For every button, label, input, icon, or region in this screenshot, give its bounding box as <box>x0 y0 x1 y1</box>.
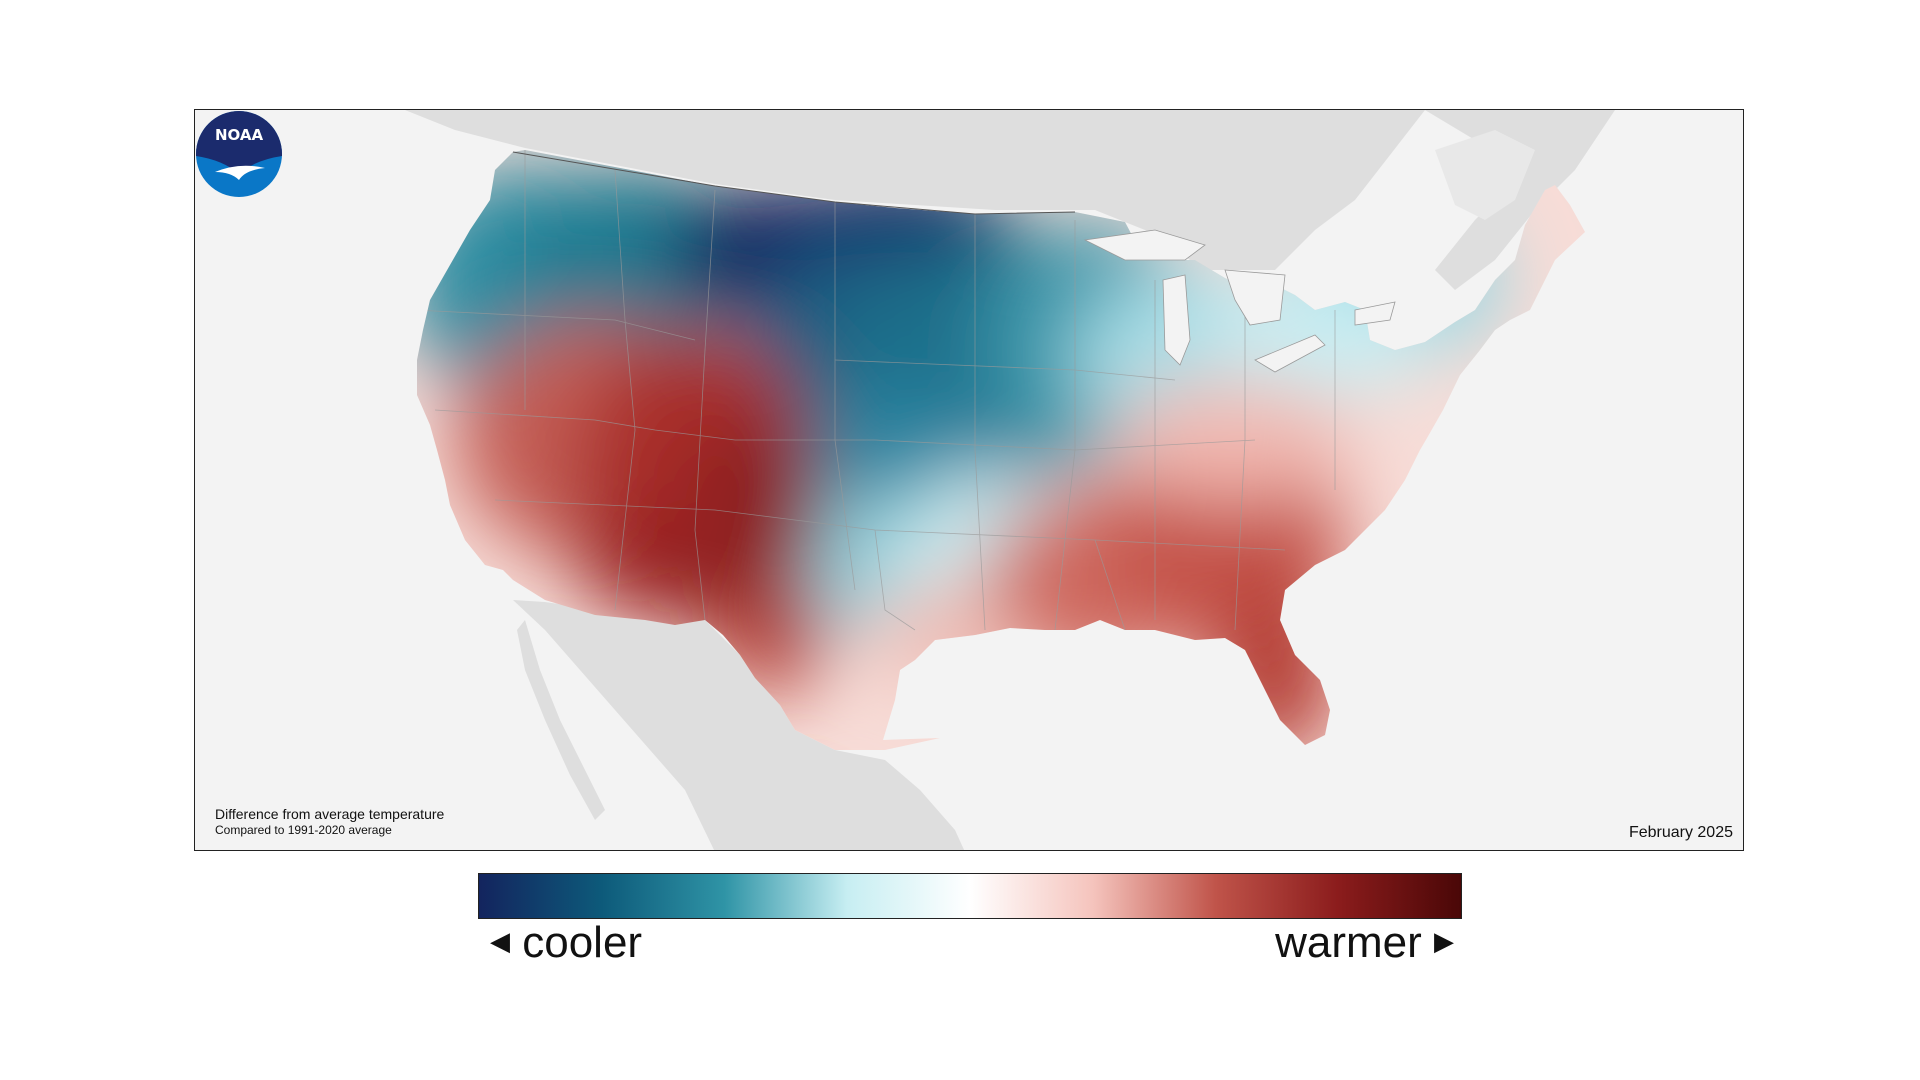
cooler-label: cooler <box>522 918 643 967</box>
caption-subtitle: Compared to 1991-2020 average <box>215 823 392 837</box>
canada-east-landmass <box>1425 110 1615 290</box>
caption-title: Difference from average temperature <box>215 805 445 822</box>
lake-superior <box>1083 229 1206 261</box>
canada-landmass <box>405 110 1425 270</box>
left-arrow-icon: ◀ <box>490 925 510 956</box>
newfoundland-island <box>1435 130 1535 220</box>
great-lakes <box>1083 229 1396 373</box>
lake-michigan <box>1162 274 1191 366</box>
temperature-anomaly-map <box>195 110 1743 850</box>
map-date: February 2025 <box>1628 824 1733 841</box>
lake-huron <box>1224 269 1286 326</box>
color-scale-bar <box>478 873 1462 919</box>
noaa-logo-text: NOAA <box>215 126 264 144</box>
legend-warmer: warmer ▶ <box>1275 918 1454 968</box>
anomaly-field <box>417 150 1585 750</box>
state-borders <box>417 150 1336 631</box>
mexico-landmass <box>513 600 965 850</box>
map-panel: Difference from average temperature Comp… <box>194 109 1744 851</box>
baja-peninsula <box>517 620 605 820</box>
right-arrow-icon: ▶ <box>1434 925 1454 956</box>
northern-border <box>512 151 1076 215</box>
lake-ontario <box>1354 301 1396 326</box>
legend-cooler: ◀ cooler <box>490 918 642 968</box>
lake-erie <box>1254 334 1326 373</box>
map-caption: Difference from average temperature Comp… <box>215 806 444 839</box>
noaa-logo: NOAA <box>196 111 282 197</box>
warmer-label: warmer <box>1275 918 1422 967</box>
